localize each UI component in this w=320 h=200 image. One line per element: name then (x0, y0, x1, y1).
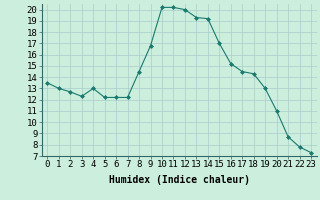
X-axis label: Humidex (Indice chaleur): Humidex (Indice chaleur) (109, 175, 250, 185)
